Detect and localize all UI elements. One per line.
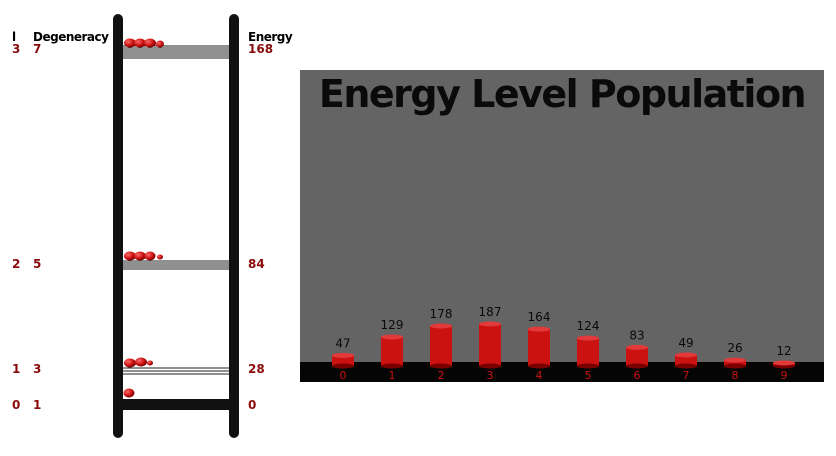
bar-value-label: 49 — [678, 336, 693, 350]
bar-top — [626, 344, 648, 350]
bar-category-label: 5 — [585, 369, 592, 382]
bar-category-label: 3 — [487, 369, 494, 382]
chart-panel: Energy Level Population 47 0 129 1 178 2 187 3 1… — [300, 70, 824, 382]
ladder-rail-left — [113, 14, 123, 438]
level-degeneracy-0: 1 — [33, 398, 42, 412]
level-l-2: 2 — [12, 257, 21, 271]
bar-top — [724, 357, 746, 363]
level-l-3: 3 — [12, 42, 21, 56]
bar-top — [381, 334, 403, 340]
bar-category-label: 6 — [634, 369, 641, 382]
level-l-1: 1 — [12, 362, 21, 376]
bar-9: 12 9 — [773, 344, 795, 382]
bar-top — [773, 360, 795, 366]
particles-level-2 — [124, 251, 163, 261]
rung-level-0 — [123, 399, 229, 410]
level-energy-0: 0 — [248, 398, 257, 412]
level-energy-1: 28 — [248, 362, 265, 376]
bar-top — [577, 335, 599, 341]
bar-value-label: 124 — [577, 319, 600, 333]
bar-body — [528, 329, 550, 366]
level-energy-2: 84 — [248, 257, 265, 271]
header-energy: Energy — [248, 30, 293, 44]
rung-level-3 — [123, 45, 229, 59]
bar-base — [577, 363, 599, 369]
bar-category-label: 9 — [781, 369, 788, 382]
bar-value-label: 47 — [335, 336, 350, 350]
header-l: l — [12, 30, 16, 44]
bar-top — [528, 326, 550, 332]
rung-level-1 — [123, 367, 229, 375]
bar-base — [381, 363, 403, 369]
particles-level-0 — [123, 388, 135, 398]
bar-5: 124 5 — [577, 319, 600, 382]
level-degeneracy-2: 5 — [33, 257, 42, 271]
particles-level-3 — [124, 38, 164, 48]
bar-body — [675, 354, 697, 366]
bar-value-label: 164 — [528, 310, 551, 324]
bar-category-label: 2 — [438, 369, 445, 382]
header-degeneracy: Degeneracy — [33, 30, 109, 44]
bar-top — [675, 352, 697, 358]
bar-base — [626, 363, 648, 369]
level-energy-3: 168 — [248, 42, 274, 56]
bar-body — [577, 338, 599, 366]
bar-8: 26 8 — [724, 341, 746, 382]
ladder-rail-right — [229, 14, 239, 438]
bar-value-label: 129 — [381, 318, 404, 332]
bar-body — [626, 347, 648, 366]
rung-level-2 — [123, 260, 229, 270]
bar-category-label: 7 — [683, 369, 690, 382]
bar-7: 49 7 — [675, 336, 697, 382]
bar-base — [479, 363, 501, 369]
bar-value-label: 83 — [629, 328, 644, 342]
bar-base — [724, 363, 746, 369]
bar-body — [381, 337, 403, 366]
bar-value-label: 26 — [727, 341, 742, 355]
bar-category-label: 4 — [536, 369, 543, 382]
bar-body — [430, 326, 452, 366]
bar-value-label: 178 — [430, 307, 453, 321]
bar-top — [430, 323, 452, 329]
bar-value-label: 187 — [479, 305, 502, 319]
bar-body — [479, 324, 501, 366]
bar-category-label: 0 — [340, 369, 347, 382]
bar-top — [479, 321, 501, 327]
bar-1: 129 1 — [381, 318, 404, 382]
particles-level-1 — [124, 357, 153, 368]
bar-0: 47 0 — [332, 336, 354, 382]
chart-title: Energy Level Population — [318, 72, 807, 116]
bar-base — [528, 363, 550, 369]
bar-value-label: 12 — [776, 344, 791, 358]
bar-category-label: 1 — [389, 369, 396, 382]
bar-base — [675, 363, 697, 369]
level-degeneracy-3: 7 — [33, 42, 42, 56]
bar-body — [724, 360, 746, 366]
level-degeneracy-1: 3 — [33, 362, 42, 376]
bar-top — [332, 352, 354, 358]
bar-6: 83 6 — [626, 328, 648, 382]
bar-category-label: 8 — [732, 369, 739, 382]
bar-body — [332, 355, 354, 366]
level-l-0: 0 — [12, 398, 21, 412]
bar-base — [430, 363, 452, 369]
bar-base — [332, 363, 354, 369]
ladder-rungs — [123, 38, 229, 410]
